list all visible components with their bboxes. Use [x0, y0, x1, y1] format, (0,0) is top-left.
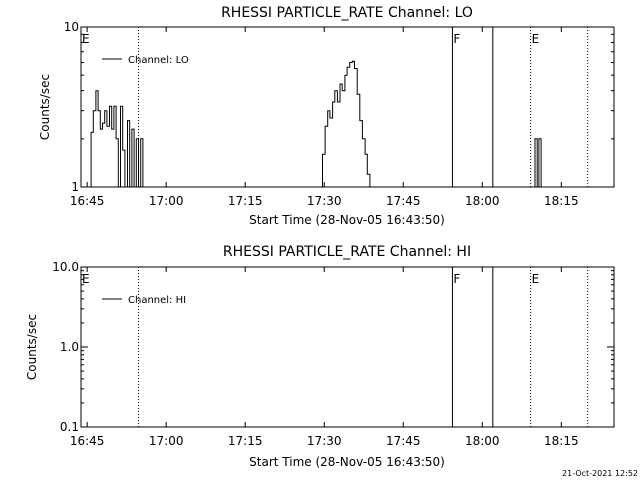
series-line [319, 60, 371, 188]
series-line [88, 90, 146, 188]
x-tick-label: 17:30 [307, 194, 342, 208]
series-line [533, 138, 542, 188]
x-tick-label: 17:00 [149, 194, 184, 208]
panel-hi: RHESSI PARTICLE_RATE Channel: HI Start T… [25, 244, 615, 469]
x-tick-label: 17:30 [307, 434, 342, 448]
x-axis-label: Start Time (28-Nov-05 16:43:50) [249, 213, 445, 227]
x-tick-label: 18:15 [544, 194, 579, 208]
x-axis-label: Start Time (28-Nov-05 16:43:50) [249, 455, 445, 469]
event-marker-label: F [453, 32, 460, 46]
y-tick-label: 10 [64, 20, 79, 34]
x-tick-label: 18:00 [465, 434, 500, 448]
legend-label: Channel: HI [128, 295, 186, 306]
event-marker-label: F [453, 272, 460, 286]
y-tick-label: 1 [71, 180, 79, 194]
footer-timestamp: 21-Oct-2021 12:52 [562, 469, 638, 478]
plot-frame [80, 26, 615, 188]
x-tick-label: 18:15 [544, 434, 579, 448]
y-tick-label: 0.1 [60, 420, 79, 434]
event-marker-label: E [82, 32, 90, 46]
x-tick-label: 17:45 [386, 194, 421, 208]
x-tick-label: 16:45 [70, 434, 105, 448]
x-tick-label: 17:45 [386, 434, 421, 448]
legend-label: Channel: LO [128, 55, 189, 66]
x-tick-label: 17:15 [228, 194, 263, 208]
x-tick-label: 17:15 [228, 434, 263, 448]
y-tick-label: 1.0 [60, 340, 79, 354]
x-tick-label: 18:00 [465, 194, 500, 208]
event-marker-label: E [532, 32, 540, 46]
y-tick-label: 10.0 [52, 260, 79, 274]
panel-title: RHESSI PARTICLE_RATE Channel: LO [221, 5, 473, 21]
event-marker-label: E [82, 272, 90, 286]
x-tick-label: 17:00 [149, 434, 184, 448]
panel-title: RHESSI PARTICLE_RATE Channel: HI [223, 244, 471, 260]
x-tick-label: 16:45 [70, 194, 105, 208]
panel-lo: RHESSI PARTICLE_RATE Channel: LO Start T… [38, 5, 615, 227]
y-axis-label: Counts/sec [25, 314, 39, 380]
y-axis-label: Counts/sec [38, 74, 52, 140]
event-marker-label: E [532, 272, 540, 286]
